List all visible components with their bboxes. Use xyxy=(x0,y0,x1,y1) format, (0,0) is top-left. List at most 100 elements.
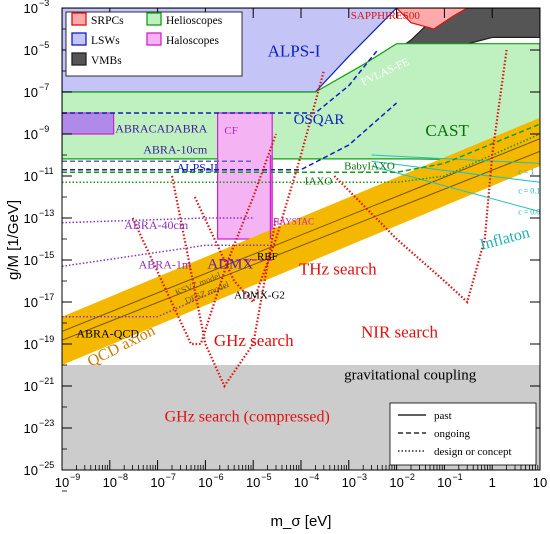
legend-box-bottom xyxy=(389,402,537,466)
label-thz-search: THz search xyxy=(299,260,377,279)
label-abra-qcd: ABRA-QCD xyxy=(76,327,139,341)
x-tick-exponent: −8 xyxy=(118,472,128,482)
series-ghz-search-compressed- xyxy=(170,175,278,389)
x-tick-label: 10 xyxy=(294,475,308,490)
axes: 10 −9 10 −8 10 −7 10 −6 10 −5 10 −4 10 −3 10 −2 10 −1 1 101… xyxy=(24,0,547,492)
x-tick-exponent: −9 xyxy=(70,472,80,482)
x-tick-label: 10 xyxy=(389,475,403,490)
legend-item-label: VMBs xyxy=(91,55,122,67)
x-tick-label: 1 xyxy=(489,475,496,490)
x-tick-exponent: −2 xyxy=(405,472,415,482)
y-tick-exponent: −13 xyxy=(39,208,54,218)
series-osqar xyxy=(62,49,379,114)
label-abra-1m: ABRA-1m xyxy=(139,257,192,271)
x-tick-label: 10 xyxy=(533,475,547,490)
x-tick-label: 10 xyxy=(437,475,451,490)
y-tick-exponent: −7 xyxy=(39,82,49,92)
y-tick-exponent: −21 xyxy=(39,376,54,386)
x-tick-label: 10 xyxy=(103,475,117,490)
y-tick-exponent: −11 xyxy=(39,166,54,176)
ksvz-model-line xyxy=(62,150,540,341)
region-sapphires00 xyxy=(395,8,469,30)
y-tick-label: 10 xyxy=(24,295,38,310)
legend-swatch xyxy=(146,32,162,46)
legend-swatch xyxy=(146,12,162,26)
y-tick-label: 10 xyxy=(24,253,38,268)
y-tick-exponent: −5 xyxy=(39,40,49,50)
y-tick-exponent: −3 xyxy=(39,0,49,8)
legend-item-label: Haloscopes xyxy=(166,35,220,47)
y-tick-exponent: −17 xyxy=(39,292,54,302)
label-c-0-01: c = 0.01 xyxy=(518,207,544,216)
legend-item-label: SRPCs xyxy=(91,15,124,27)
y-tick-exponent: −19 xyxy=(39,334,54,344)
y-tick-exponent: −15 xyxy=(39,250,54,260)
x-tick-label: 10 xyxy=(246,475,260,490)
label-gravitational-coupling: gravitational coupling xyxy=(344,368,477,384)
label-osqar: OSQAR xyxy=(294,112,345,128)
label-sapphires00: SAPPHIRES00 xyxy=(351,10,421,22)
label-c-0-1: c = 0.1 xyxy=(518,186,540,195)
series-thz-search xyxy=(193,70,325,305)
x-tick-exponent: −4 xyxy=(309,472,319,482)
y-tick-label: 10 xyxy=(24,169,38,184)
label-nir-search: NIR search xyxy=(361,323,438,342)
label-abracadabra: ABRACADABRA xyxy=(115,121,207,135)
legend-swatch xyxy=(71,32,87,46)
series-babyiaxo xyxy=(62,123,540,174)
y-tick-exponent: −23 xyxy=(39,418,54,428)
legend-style-label: past xyxy=(434,410,452,422)
legend-style-label: design or concept xyxy=(434,446,512,458)
legend-swatch xyxy=(71,52,87,66)
y-tick-label: 10 xyxy=(24,379,38,394)
label-cast: CAST xyxy=(425,121,469,140)
label-ghz-search-compressed: GHz search (compressed) xyxy=(165,409,330,426)
y-tick-exponent: −25 xyxy=(39,460,54,470)
x-tick-label: 10 xyxy=(55,475,69,490)
y-tick-exponent: −9 xyxy=(39,124,49,134)
legend-item-label: Helioscopes xyxy=(166,15,223,27)
x-tick-exponent: −3 xyxy=(357,472,367,482)
y-tick-label: 10 xyxy=(24,127,38,142)
legend-swatch xyxy=(71,12,87,26)
label-haystac: HAYSTAC xyxy=(273,216,314,226)
label-alps-i: ALPS-I xyxy=(268,41,321,60)
label-abra-40cm: ABRA-40cm xyxy=(124,218,189,232)
label-iaxo: IAXO xyxy=(305,175,333,187)
legend-style-label: ongoing xyxy=(434,428,471,440)
label-cf: CF xyxy=(224,125,237,137)
y-axis-label: g/M [1/GeV] xyxy=(5,200,22,280)
series-alps-ii xyxy=(62,102,398,171)
series-abra-40cm xyxy=(62,217,254,224)
x-axis-label: m_σ [eV] xyxy=(271,513,332,530)
x-tick-label: 10 xyxy=(342,475,356,490)
x-tick-exponent: −7 xyxy=(166,472,176,482)
label-rbf: RBF xyxy=(257,251,278,263)
x-tick-exponent: −1 xyxy=(452,472,462,482)
series-ghz-search xyxy=(131,133,278,346)
plot-area xyxy=(62,8,540,470)
series-nir-search xyxy=(333,49,508,305)
y-tick-label: 10 xyxy=(24,1,38,16)
y-tick-label: 10 xyxy=(24,211,38,226)
inflaton-line xyxy=(371,165,540,213)
series-abra-1m xyxy=(62,244,276,268)
region-abracadabra xyxy=(62,112,115,135)
label-alps-ii: ALPS-II xyxy=(177,161,218,175)
label-abra-10cm: ABRA-10cm xyxy=(143,142,208,156)
label-admx-g2: ADMX-G2 xyxy=(234,289,285,301)
legend-item-label: LSWs xyxy=(91,35,120,47)
region-cast xyxy=(62,43,540,161)
dfsz-model-line xyxy=(62,138,540,332)
inflaton-line xyxy=(371,160,540,183)
label-c-1: c = 1 xyxy=(518,167,534,176)
x-tick-label: 10 xyxy=(150,475,164,490)
y-tick-label: 10 xyxy=(24,421,38,436)
y-tick-label: 10 xyxy=(24,43,38,58)
label-babyiaxo: BabyIAXO xyxy=(344,161,395,173)
label-inflaton: Inflaton xyxy=(478,224,531,254)
label-admx: ADMX xyxy=(207,256,253,272)
x-tick-exponent: −6 xyxy=(213,472,223,482)
y-tick-label: 10 xyxy=(24,337,38,352)
